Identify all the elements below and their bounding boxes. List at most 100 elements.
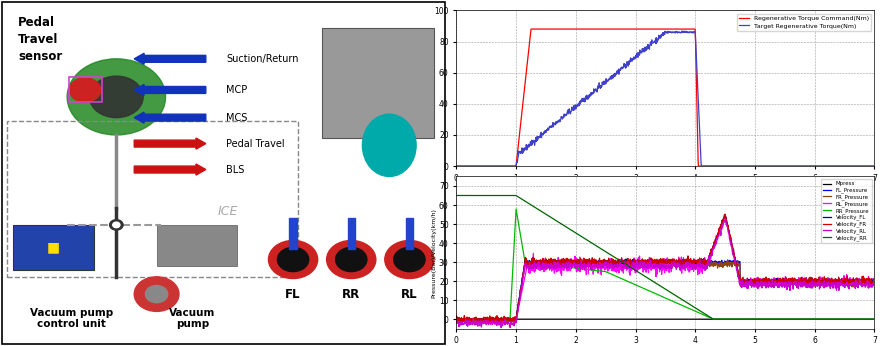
FancyBboxPatch shape: [3, 2, 445, 344]
Velocity_FL: [790, 279, 801, 283]
RL_Pressure: [644, 255, 655, 260]
Velocity_FL: [644, 261, 655, 265]
FancyArrow shape: [135, 138, 206, 149]
FL_Pressure: [790, 280, 801, 284]
RL_Pressure: [719, 213, 730, 217]
FR_Pressure: [644, 260, 655, 264]
Regenerative Torque Command(Nm): [790, 164, 801, 168]
RL_Pressure: [595, 266, 606, 270]
Text: Pedal Travel: Pedal Travel: [226, 139, 284, 148]
Velocity_FR: [644, 258, 655, 262]
Bar: [406, 218, 413, 249]
Circle shape: [327, 240, 376, 279]
Circle shape: [89, 76, 144, 118]
Circle shape: [336, 247, 367, 272]
Velocity_RR: [451, 193, 462, 198]
RR_Pressure: [644, 289, 655, 293]
Text: Vacuum pump
control unit: Vacuum pump control unit: [30, 308, 113, 329]
Text: Suction/Return: Suction/Return: [226, 54, 299, 64]
Circle shape: [385, 240, 434, 279]
FL_Pressure: [869, 280, 880, 284]
FR_Pressure: [869, 281, 880, 285]
Bar: [13, 225, 94, 270]
Velocity_FR: [451, 317, 462, 321]
Target Regenerative Torque(Nm): [863, 164, 874, 168]
RR_Pressure: [869, 317, 880, 321]
Regenerative Torque Command(Nm): [671, 27, 681, 31]
Circle shape: [268, 240, 318, 279]
Target Regenerative Torque(Nm): [644, 47, 655, 51]
RL_Pressure: [451, 317, 462, 321]
Velocity_RR: [869, 317, 880, 321]
Target Regenerative Torque(Nm): [790, 164, 801, 168]
RR_Pressure: [451, 317, 462, 321]
Target Regenerative Torque(Nm): [677, 29, 688, 33]
Regenerative Torque Command(Nm): [553, 27, 563, 31]
Text: FL: FL: [285, 288, 301, 301]
Text: RR: RR: [342, 288, 361, 301]
RL_Pressure: [863, 274, 874, 279]
Velocity_FL: [863, 279, 874, 283]
FR_Pressure: [671, 262, 681, 266]
Line: Velocity_FL: Velocity_FL: [456, 215, 874, 319]
Regenerative Torque Command(Nm): [863, 164, 874, 168]
Velocity_RL: [671, 263, 681, 267]
RR_Pressure: [863, 317, 874, 321]
Mpress: [644, 317, 655, 321]
RL_Pressure: [869, 277, 880, 282]
Velocity_RR: [708, 317, 719, 321]
X-axis label: Time(sec): Time(sec): [647, 188, 684, 197]
FancyArrow shape: [135, 164, 206, 175]
Target Regenerative Torque(Nm): [552, 120, 563, 125]
Regenerative Torque Command(Nm): [644, 27, 655, 31]
RL_Pressure: [790, 277, 801, 282]
Velocity_RR: [644, 277, 655, 281]
Regenerative Torque Command(Nm): [595, 27, 606, 31]
Ellipse shape: [362, 114, 416, 176]
Velocity_RL: [451, 321, 462, 325]
FancyArrow shape: [135, 112, 206, 123]
Velocity_FL: [869, 280, 880, 284]
Mpress: [451, 317, 462, 321]
Velocity_FL: [719, 213, 730, 217]
Velocity_RL: [595, 261, 606, 265]
Text: sensor: sensor: [18, 50, 62, 63]
Velocity_RL: [496, 326, 507, 330]
Bar: [69, 77, 102, 102]
Circle shape: [113, 222, 120, 228]
FL_Pressure: [451, 317, 462, 321]
Text: BLS: BLS: [226, 165, 245, 174]
FR_Pressure: [451, 319, 462, 323]
Velocity_RL: [644, 263, 655, 267]
Line: FL_Pressure: FL_Pressure: [456, 259, 874, 319]
Velocity_FR: [869, 280, 880, 284]
Velocity_RR: [671, 294, 681, 298]
Velocity_RL: [791, 279, 802, 283]
RR_Pressure: [553, 264, 563, 268]
Bar: [7, 121, 298, 277]
Velocity_FR: [595, 258, 606, 263]
Velocity_RR: [595, 246, 606, 251]
Line: Regenerative Torque Command(Nm): Regenerative Torque Command(Nm): [456, 29, 874, 166]
FL_Pressure: [595, 259, 606, 263]
Velocity_RR: [790, 317, 801, 321]
FR_Pressure: [864, 282, 874, 286]
FL_Pressure: [552, 258, 563, 263]
Legend: Mpress, FL_Pressure, FR_Pressure, RL_Pressure, RR_Pressure, Velocity_FL, Velocit: Mpress, FL_Pressure, FR_Pressure, RL_Pre…: [820, 179, 872, 243]
Text: ■: ■: [47, 240, 60, 254]
Velocity_RL: [864, 286, 874, 290]
Line: FR_Pressure: FR_Pressure: [456, 259, 874, 324]
FL_Pressure: [661, 257, 672, 261]
Mpress: [790, 317, 801, 321]
Velocity_RR: [863, 317, 874, 321]
Mpress: [671, 317, 681, 321]
Velocity_RL: [553, 260, 563, 264]
FR_Pressure: [791, 281, 802, 285]
Bar: [323, 28, 434, 138]
Mpress: [869, 317, 880, 321]
Circle shape: [145, 285, 167, 303]
Text: MCS: MCS: [226, 113, 247, 122]
Text: Vacuum
pump: Vacuum pump: [169, 308, 215, 329]
Velocity_RR: [552, 219, 563, 224]
Text: ICE: ICE: [218, 204, 238, 218]
